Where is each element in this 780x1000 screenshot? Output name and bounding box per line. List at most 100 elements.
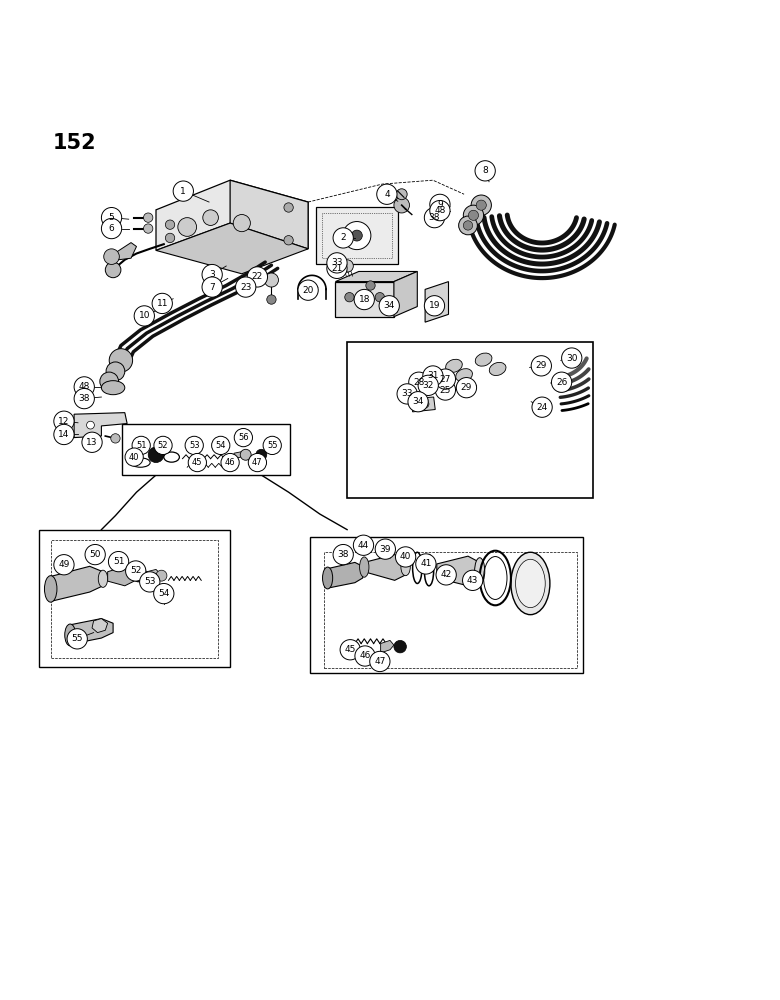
Circle shape [424,208,445,228]
Text: 56: 56 [238,433,249,442]
Bar [310,537,583,673]
Circle shape [471,195,491,215]
Text: 2: 2 [340,233,346,242]
Text: 11: 11 [157,299,168,308]
Ellipse shape [44,576,57,602]
Circle shape [284,236,293,245]
Polygon shape [230,180,308,249]
Circle shape [354,289,374,310]
Text: 45: 45 [192,458,203,467]
Circle shape [418,375,438,395]
Text: 13: 13 [87,438,98,447]
Circle shape [394,640,406,653]
Circle shape [100,372,119,391]
Ellipse shape [475,353,492,366]
Ellipse shape [474,558,484,584]
Text: 55: 55 [72,634,83,643]
Text: 33: 33 [332,258,342,267]
Ellipse shape [360,557,369,577]
Bar [324,552,577,668]
Circle shape [352,230,362,241]
Circle shape [178,218,197,236]
Circle shape [202,277,222,297]
Circle shape [436,565,456,585]
Text: 43: 43 [467,576,478,585]
Polygon shape [425,282,448,322]
Polygon shape [335,282,394,317]
Circle shape [165,220,175,229]
Circle shape [85,544,105,565]
Circle shape [340,640,360,660]
Text: 34: 34 [384,301,395,310]
Circle shape [551,372,572,392]
Text: 52: 52 [158,441,168,450]
Text: 27: 27 [440,375,451,384]
Circle shape [333,228,353,248]
Text: 38: 38 [338,550,349,559]
Circle shape [248,453,267,472]
Circle shape [532,397,552,417]
Circle shape [345,293,354,302]
Circle shape [342,222,371,250]
Polygon shape [92,619,108,633]
Polygon shape [381,640,394,653]
Text: 40: 40 [129,453,140,462]
Circle shape [375,293,385,302]
Polygon shape [70,619,113,644]
Circle shape [416,554,436,574]
Circle shape [435,369,456,389]
Text: 34: 34 [413,397,424,406]
Circle shape [475,161,495,181]
Text: 39: 39 [380,545,391,554]
Circle shape [131,566,147,582]
Circle shape [264,273,278,287]
Circle shape [423,366,443,386]
Polygon shape [316,207,398,264]
Circle shape [476,200,487,210]
Text: 44: 44 [358,541,369,550]
Circle shape [101,218,122,239]
Text: 40: 40 [400,552,411,561]
Circle shape [284,203,293,212]
Circle shape [424,296,445,316]
Polygon shape [411,397,435,412]
Polygon shape [335,271,417,282]
Circle shape [74,388,94,409]
Circle shape [54,555,74,575]
Circle shape [327,258,347,278]
Polygon shape [328,562,363,588]
Circle shape [134,306,154,326]
Text: 50: 50 [90,550,101,559]
Bar [122,424,290,475]
Circle shape [154,436,172,455]
Circle shape [156,570,167,581]
Circle shape [211,436,230,455]
Circle shape [366,281,375,290]
Ellipse shape [101,381,125,395]
Text: 48: 48 [434,206,445,215]
Text: 12: 12 [58,417,69,426]
Circle shape [148,447,164,463]
Text: 49: 49 [58,560,69,569]
Circle shape [394,197,410,213]
Circle shape [463,221,473,230]
Text: 8: 8 [482,166,488,175]
Circle shape [396,189,407,200]
Circle shape [152,293,172,314]
Circle shape [430,194,450,215]
Circle shape [236,277,256,297]
Circle shape [111,434,120,443]
Text: 42: 42 [441,570,452,579]
Ellipse shape [65,624,76,646]
Text: 29: 29 [536,361,547,370]
Text: 47: 47 [374,657,385,666]
Text: 38: 38 [429,213,440,222]
Text: 54: 54 [158,589,169,598]
Circle shape [185,436,204,455]
Text: 21: 21 [332,264,342,273]
Polygon shape [113,243,136,260]
Circle shape [333,544,353,565]
Circle shape [144,213,153,222]
Polygon shape [147,569,160,583]
Circle shape [353,535,374,555]
